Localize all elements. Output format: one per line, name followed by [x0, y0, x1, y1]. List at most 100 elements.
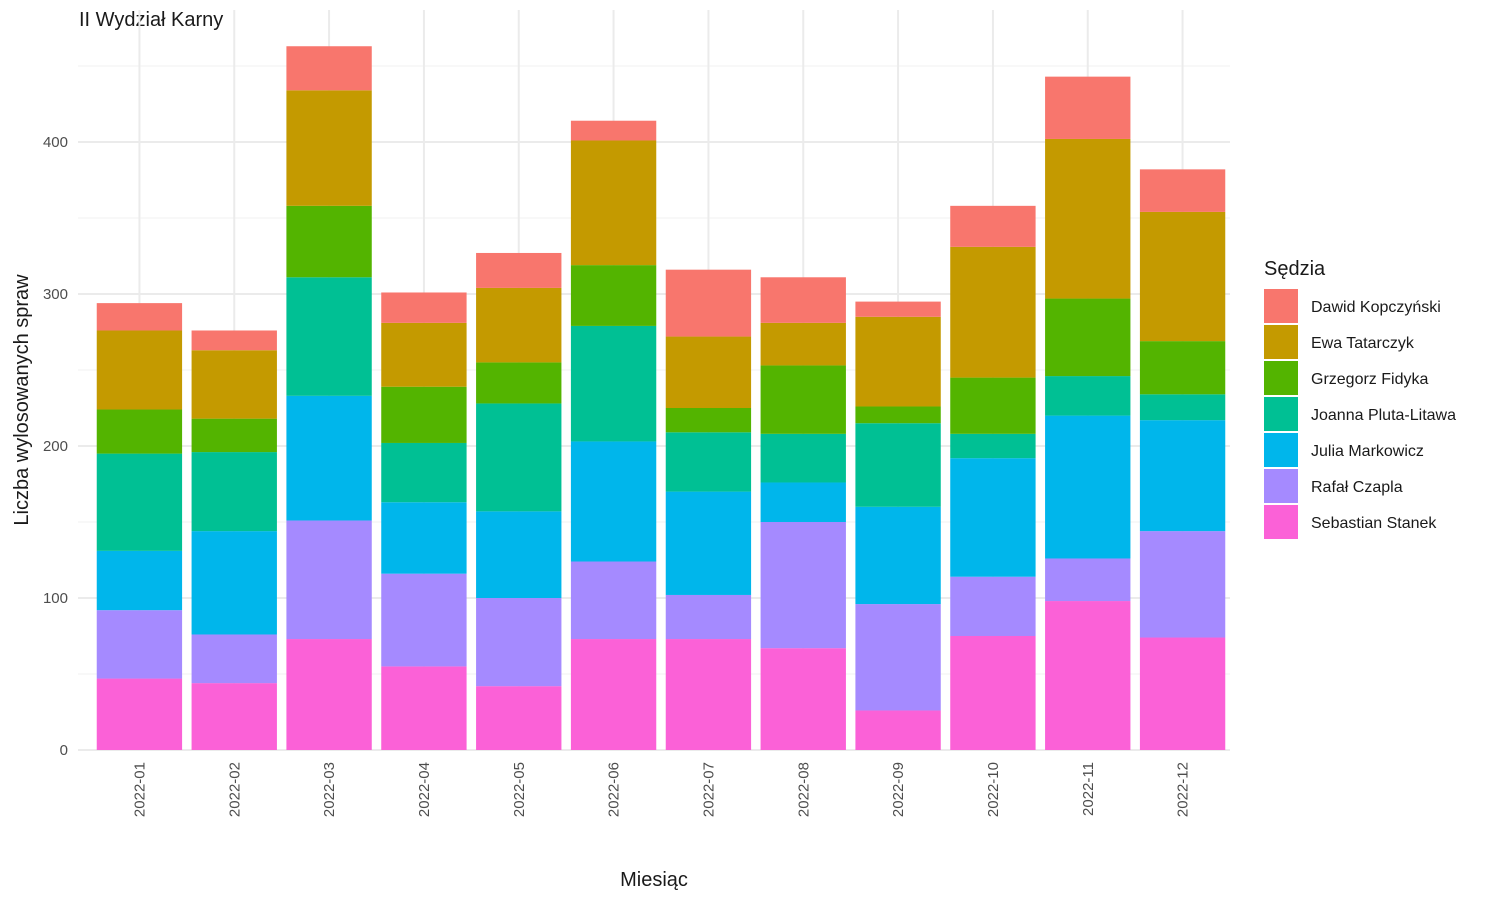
bars [96, 46, 1226, 750]
legend-label: Joanna Pluta-Litawa [1311, 407, 1456, 424]
x-tick-label: 2022-08 [795, 762, 812, 817]
bar-segment [381, 442, 467, 503]
bar-segment [665, 491, 752, 595]
bar-segment [191, 452, 277, 532]
bar-segment [855, 301, 941, 317]
bar-segment [570, 639, 657, 750]
y-tick-label: 400 [43, 134, 68, 151]
legend-label: Rafał Czapla [1311, 479, 1403, 496]
bar-segment [286, 205, 372, 278]
bar-segment [855, 710, 941, 750]
bar-segment [760, 322, 846, 366]
bar-segment [96, 303, 183, 331]
bar-segment [381, 666, 467, 750]
legend-label: Grzegorz Fidyka [1311, 371, 1428, 388]
y-tick-label: 100 [43, 590, 68, 607]
bar-segment [855, 604, 941, 711]
legend-label: Dawid Kopczyński [1311, 299, 1441, 316]
bar-segment [1139, 531, 1226, 638]
x-axis-ticks: 2022-01 2022-02 2022-03 2022-04 2022-05 2022-… [131, 762, 1191, 817]
bar-segment [1139, 637, 1226, 750]
legend-swatch [1264, 505, 1298, 539]
bar-segment [855, 406, 941, 424]
legend-swatch [1264, 289, 1298, 323]
bar-segment [1045, 601, 1131, 750]
bar-segment [381, 502, 467, 574]
y-tick-label: 0 [60, 742, 68, 759]
bar-segment [476, 686, 562, 750]
bar-segment [286, 46, 372, 91]
bar-segment [665, 639, 752, 750]
bar-segment [950, 576, 1036, 636]
bar-segment [286, 395, 372, 521]
bar-segment [1045, 415, 1131, 559]
x-tick-label: 2022-09 [890, 762, 907, 817]
bar-segment [476, 403, 562, 512]
bar-segment [476, 598, 562, 687]
bar-segment [760, 482, 846, 522]
x-tick-label: 2022-05 [511, 762, 528, 817]
bar-segment [665, 269, 752, 337]
bar-segment [950, 246, 1036, 378]
bar-segment [760, 433, 846, 483]
legend-title: Sędzia [1264, 258, 1326, 280]
bar-segment [96, 409, 183, 454]
legend-label: Julia Markowicz [1311, 443, 1424, 460]
bar-segment [96, 678, 183, 750]
chart-title: II Wydział Karny [79, 9, 223, 31]
x-axis-title: Miesiąc [620, 869, 688, 891]
bar-segment [570, 441, 657, 562]
bar-segment [570, 561, 657, 640]
legend-swatch [1264, 325, 1298, 359]
bar-segment [950, 377, 1036, 434]
x-tick-label: 2022-02 [226, 762, 243, 817]
bar-segment [1139, 394, 1226, 421]
bar-segment [1045, 76, 1131, 139]
bar-segment [855, 316, 941, 407]
bar-segment [950, 433, 1036, 459]
bar-segment [191, 330, 277, 351]
legend-swatch [1264, 361, 1298, 395]
bar-segment [1045, 138, 1131, 299]
bar-segment [191, 634, 277, 684]
bar-segment [760, 365, 846, 434]
bar-segment [665, 594, 752, 640]
bar-segment [1139, 169, 1226, 212]
x-tick-label: 2022-01 [131, 762, 148, 817]
bar-segment [855, 506, 941, 605]
bar-segment [950, 458, 1036, 577]
bar-segment [1139, 341, 1226, 395]
bar-segment [760, 522, 846, 649]
legend-swatch [1264, 397, 1298, 431]
x-tick-label: 2022-04 [416, 762, 433, 817]
x-tick-label: 2022-11 [1080, 762, 1097, 816]
bar-segment [570, 325, 657, 442]
bar-segment [381, 386, 467, 443]
bar-segment [665, 432, 752, 492]
x-tick-label: 2022-03 [321, 762, 338, 817]
y-tick-label: 200 [43, 438, 68, 455]
bar-segment [570, 265, 657, 326]
bar-segment [476, 252, 562, 288]
bar-segment [96, 610, 183, 679]
legend-swatch [1264, 469, 1298, 503]
bar-segment [96, 330, 183, 410]
bar-segment [286, 639, 372, 750]
bar-segment [665, 336, 752, 408]
x-tick-label: 2022-10 [985, 762, 1002, 817]
bar-segment [1139, 420, 1226, 532]
bar-segment [476, 362, 562, 404]
y-axis-ticks: 0 100 200 300 400 [43, 134, 68, 759]
bar-segment [286, 90, 372, 206]
bar-segment [855, 423, 941, 507]
bar-segment [950, 636, 1036, 750]
bar-segment [191, 531, 277, 635]
legend-label: Ewa Tatarczyk [1311, 335, 1415, 352]
bar-segment [570, 120, 657, 141]
bar-segment [476, 287, 562, 363]
bar-segment [1045, 558, 1131, 602]
bar-segment [191, 350, 277, 419]
bar-segment [191, 418, 277, 453]
bar-segment [760, 648, 846, 750]
